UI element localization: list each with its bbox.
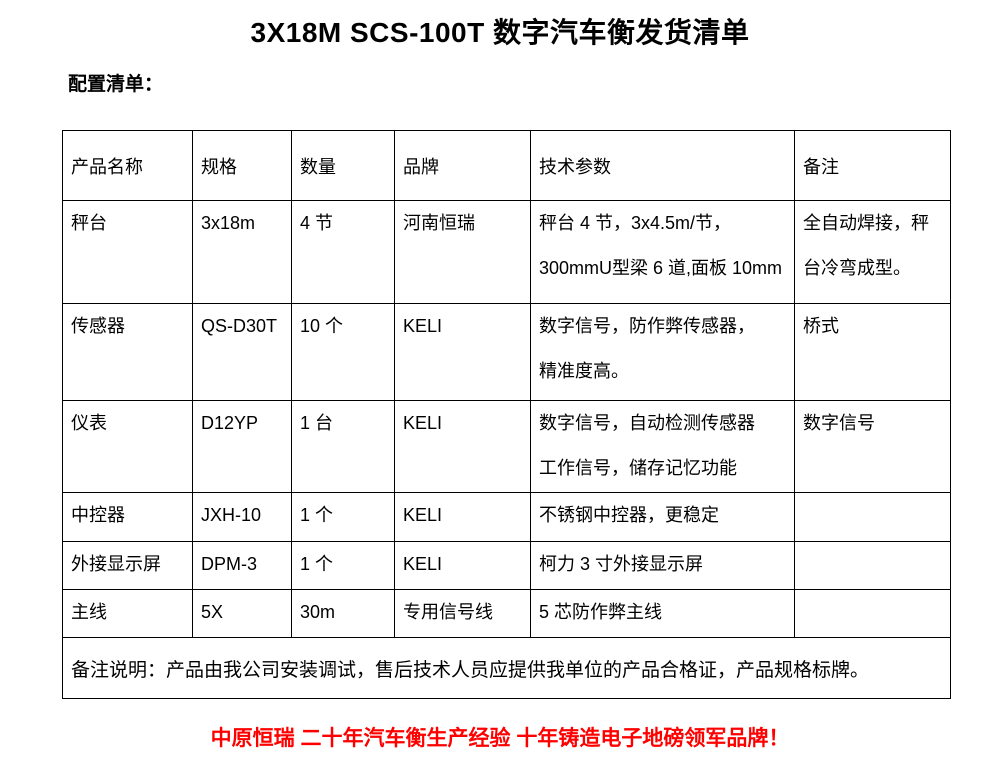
table-row: 主线 5X 30m 专用信号线 5 芯防作弊主线 xyxy=(62,589,951,638)
cell-product-name: 外接显示屏 xyxy=(62,541,193,590)
cell-brand: KELI xyxy=(394,303,531,401)
cell-qty: 4 节 xyxy=(291,200,395,304)
cell-params: 数字信号，防作弊传感器， 精准度高。 xyxy=(530,303,795,401)
header-qty: 数量 xyxy=(291,130,395,201)
table-header-row: 产品名称 规格 数量 品牌 技术参数 备注 xyxy=(62,130,951,201)
cell-spec: 5X xyxy=(192,589,292,638)
table-row: 外接显示屏 DPM-3 1 个 KELI 柯力 3 寸外接显示屏 xyxy=(62,541,951,590)
cell-brand: KELI xyxy=(394,541,531,590)
header-brand: 品牌 xyxy=(394,130,531,201)
cell-product-name: 秤台 xyxy=(62,200,193,304)
cell-product-name: 主线 xyxy=(62,589,193,638)
page-title: 3X18M SCS-100T 数字汽车衡发货清单 xyxy=(250,17,750,48)
cell-qty: 30m xyxy=(291,589,395,638)
footnote-text: 备注说明：产品由我公司安装调试，售后技术人员应提供我单位的产品合格证，产品规格标… xyxy=(62,637,951,699)
cell-params: 秤台 4 节，3x4.5m/节， 300mmU型梁 6 道,面板 10mm xyxy=(530,200,795,304)
cell-note: 全自动焊接，秤 台冷弯成型。 xyxy=(794,200,951,304)
cell-qty: 1 个 xyxy=(291,492,395,542)
cell-product-name: 传感器 xyxy=(62,303,193,401)
cell-brand: 专用信号线 xyxy=(394,589,531,638)
section-label: 配置清单： xyxy=(68,74,164,95)
cell-note xyxy=(794,589,951,638)
table-row: 中控器 JXH-10 1 个 KELI 不锈钢中控器，更稳定 xyxy=(62,492,951,542)
header-spec: 规格 xyxy=(192,130,292,201)
cell-spec: QS-D30T xyxy=(192,303,292,401)
table-row: 秤台 3x18m 4 节 河南恒瑞 秤台 4 节，3x4.5m/节， 300mm… xyxy=(62,200,951,304)
cell-spec: 3x18m xyxy=(192,200,292,304)
cell-qty: 1 个 xyxy=(291,541,395,590)
brand-slogan: 中原恒瑞 二十年汽车衡生产经验 十年铸造电子地磅领军品牌！ xyxy=(210,727,790,750)
cell-product-name: 中控器 xyxy=(62,492,193,542)
cell-params: 5 芯防作弊主线 xyxy=(530,589,795,638)
cell-note: 数字信号 xyxy=(794,400,951,493)
cell-product-name: 仪表 xyxy=(62,400,193,493)
table-footnote-row: 备注说明：产品由我公司安装调试，售后技术人员应提供我单位的产品合格证，产品规格标… xyxy=(62,637,951,699)
cell-brand: KELI xyxy=(394,492,531,542)
cell-brand: 河南恒瑞 xyxy=(394,200,531,304)
header-note: 备注 xyxy=(794,130,951,201)
config-table: 产品名称 规格 数量 品牌 技术参数 备注 秤台 3x18m 4 节 河南恒瑞 … xyxy=(62,130,951,699)
header-params: 技术参数 xyxy=(530,130,795,201)
cell-note xyxy=(794,541,951,590)
cell-qty: 1 台 xyxy=(291,400,395,493)
table-row: 传感器 QS-D30T 10 个 KELI 数字信号，防作弊传感器， 精准度高。… xyxy=(62,303,951,401)
table-row: 仪表 D12YP 1 台 KELI 数字信号，自动检测传感器 工作信号，储存记忆… xyxy=(62,400,951,493)
header-product-name: 产品名称 xyxy=(62,130,193,201)
cell-params: 不锈钢中控器，更稳定 xyxy=(530,492,795,542)
cell-note: 桥式 xyxy=(794,303,951,401)
cell-spec: DPM-3 xyxy=(192,541,292,590)
cell-spec: JXH-10 xyxy=(192,492,292,542)
cell-qty: 10 个 xyxy=(291,303,395,401)
cell-params: 柯力 3 寸外接显示屏 xyxy=(530,541,795,590)
cell-brand: KELI xyxy=(394,400,531,493)
cell-note xyxy=(794,492,951,542)
cell-spec: D12YP xyxy=(192,400,292,493)
cell-params: 数字信号，自动检测传感器 工作信号，储存记忆功能 xyxy=(530,400,795,493)
